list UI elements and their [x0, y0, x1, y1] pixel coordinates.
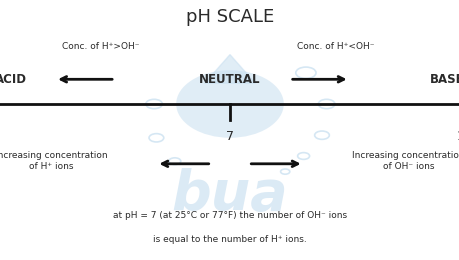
Text: Increasing concentration
of H⁺ ions: Increasing concentration of H⁺ ions: [0, 152, 108, 171]
Text: bua: bua: [171, 168, 288, 222]
Text: 1: 1: [456, 130, 459, 143]
Text: is equal to the number of H⁺ ions.: is equal to the number of H⁺ ions.: [153, 235, 306, 244]
Text: NEUTRAL: NEUTRAL: [199, 73, 260, 86]
Text: BASE: BASE: [429, 73, 459, 86]
Text: 7: 7: [225, 130, 234, 143]
Text: Conc. of H⁺>OH⁻: Conc. of H⁺>OH⁻: [62, 42, 140, 51]
Text: Conc. of H⁺<OH⁻: Conc. of H⁺<OH⁻: [297, 42, 374, 51]
Text: ACID: ACID: [0, 73, 28, 86]
Text: Increasing concentration
of OH⁻ ions: Increasing concentration of OH⁻ ions: [351, 152, 459, 171]
Polygon shape: [204, 55, 255, 83]
Text: pH SCALE: pH SCALE: [185, 8, 274, 26]
Text: at pH = 7 (at 25°C or 77°F) the number of OH⁻ ions: at pH = 7 (at 25°C or 77°F) the number o…: [113, 211, 346, 220]
Ellipse shape: [176, 70, 283, 138]
